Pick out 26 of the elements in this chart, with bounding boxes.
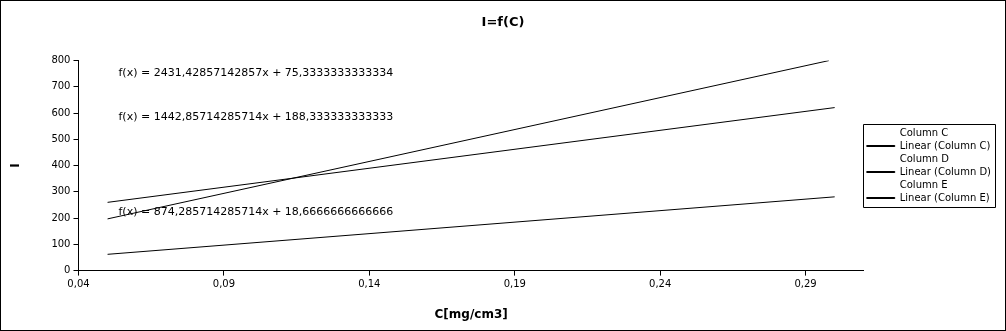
x-tick-label: 0,14 (358, 278, 381, 290)
y-tick-label: 800 (51, 54, 71, 66)
annotation: f(x) = 2431,42857142857x + 75,3333333333334 (118, 66, 394, 80)
x-tick-label: 0,19 (503, 278, 526, 290)
x-tick-label: 0,24 (649, 278, 672, 290)
y-tick-label: 400 (51, 159, 71, 171)
y-tick-label: 500 (51, 132, 71, 144)
text: Column D (899, 152, 950, 164)
x-tick-label: 0,29 (794, 278, 817, 290)
text: Column E (899, 178, 948, 190)
y-tick-label: 200 (51, 211, 71, 223)
legend-label: Linear (Column D) (899, 165, 992, 177)
text: Column C (899, 126, 949, 138)
y-tick-label: 300 (51, 185, 71, 197)
y-tick-label: 600 (51, 106, 71, 118)
x-tick-label: 0,04 (67, 278, 90, 290)
chart-title: I=f(C) (481, 14, 525, 30)
x-tick-label: 0,09 (212, 278, 236, 290)
annotation: f(x) = 1442,85714285714x + 188,333333333333 (118, 110, 394, 124)
y-axis-title: I (8, 163, 23, 168)
y-tick-label: 0 (64, 264, 71, 276)
legend-label: Linear (Column C) (899, 139, 991, 151)
y-tick-label: 100 (51, 237, 71, 249)
x-axis-title: C[mg/cm3] (434, 306, 508, 321)
y-tick-label: 700 (51, 80, 71, 92)
legend-label: Linear (Column E) (899, 191, 990, 203)
